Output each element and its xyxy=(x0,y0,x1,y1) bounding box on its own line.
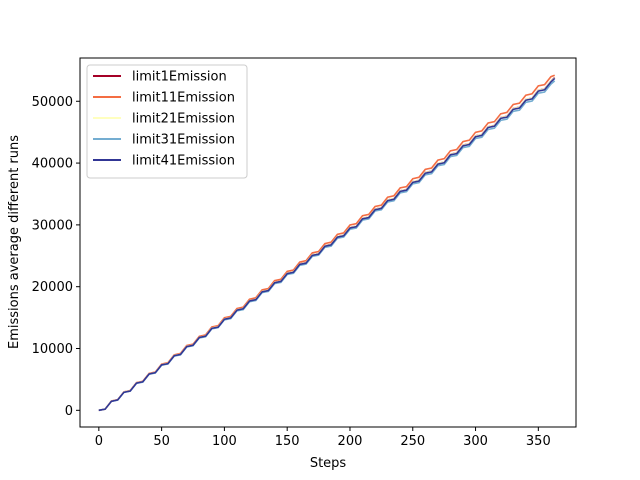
x-tick-label: 350 xyxy=(526,434,551,449)
x-tick-label: 250 xyxy=(400,434,425,449)
y-axis-ticks: 0 10000 20000 30000 40000 50000 xyxy=(32,95,80,419)
y-tick-label: 50000 xyxy=(32,95,73,110)
y-axis-label: Emissions average different runs xyxy=(7,135,22,349)
legend: limit1Emission limit11Emission limit21Emis… xyxy=(86,64,248,179)
legend-label: limit21Emission xyxy=(132,112,235,127)
series-lines xyxy=(98,74,556,412)
legend-box xyxy=(86,64,248,179)
x-tick-label: 200 xyxy=(338,434,363,449)
series-line-limit41Emission xyxy=(98,77,556,412)
x-tick-label: 100 xyxy=(212,434,237,449)
x-tick-label: 50 xyxy=(153,434,170,449)
legend-label: limit31Emission xyxy=(132,133,235,148)
x-tick-label: 300 xyxy=(463,434,488,449)
legend-label: limit11Emission xyxy=(132,91,235,106)
x-tick-label: 150 xyxy=(275,434,300,449)
plot-frame xyxy=(79,57,577,428)
legend-label: limit41Emission xyxy=(132,154,235,169)
y-tick-label: 10000 xyxy=(32,342,73,357)
x-axis-label: Steps xyxy=(310,456,347,471)
y-tick-label: 30000 xyxy=(32,218,73,233)
x-axis-ticks: 0 50 100 150 200 250 300 350 xyxy=(95,427,551,449)
y-tick-label: 0 xyxy=(65,404,73,419)
x-tick-label: 0 xyxy=(95,434,103,449)
y-tick-label: 40000 xyxy=(32,157,73,172)
y-tick-label: 20000 xyxy=(32,280,73,295)
legend-label: limit1Emission xyxy=(132,70,227,85)
